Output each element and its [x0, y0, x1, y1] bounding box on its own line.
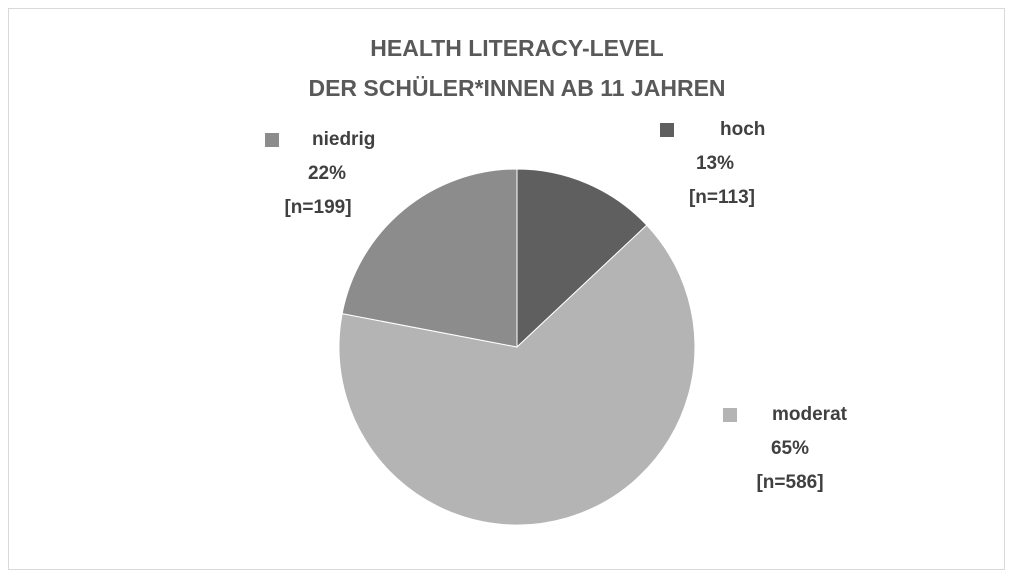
slice-count: [n=113]: [689, 187, 755, 208]
slice-count: [n=586]: [756, 472, 823, 493]
pie-slice: [516, 168, 648, 349]
slice-label: niedrig: [312, 129, 375, 150]
slice-label: hoch: [720, 119, 765, 140]
slice-label: moderat: [772, 404, 848, 425]
chart-title: HEALTH LITERACY-LEVEL: [370, 35, 663, 61]
pie-slice: [338, 224, 696, 526]
slice-percent: 22%: [308, 163, 346, 184]
chart-title: DER SCHÜLER*INNEN AB 11 JAHREN: [308, 75, 725, 101]
slice-count: [n=199]: [284, 197, 351, 218]
legend-swatch: [660, 123, 674, 137]
slice-percent: 65%: [771, 438, 809, 459]
legend-swatch: [265, 133, 279, 147]
legend-swatch: [723, 408, 737, 422]
slice-percent: 13%: [696, 153, 734, 174]
pie-slice: [341, 168, 518, 348]
